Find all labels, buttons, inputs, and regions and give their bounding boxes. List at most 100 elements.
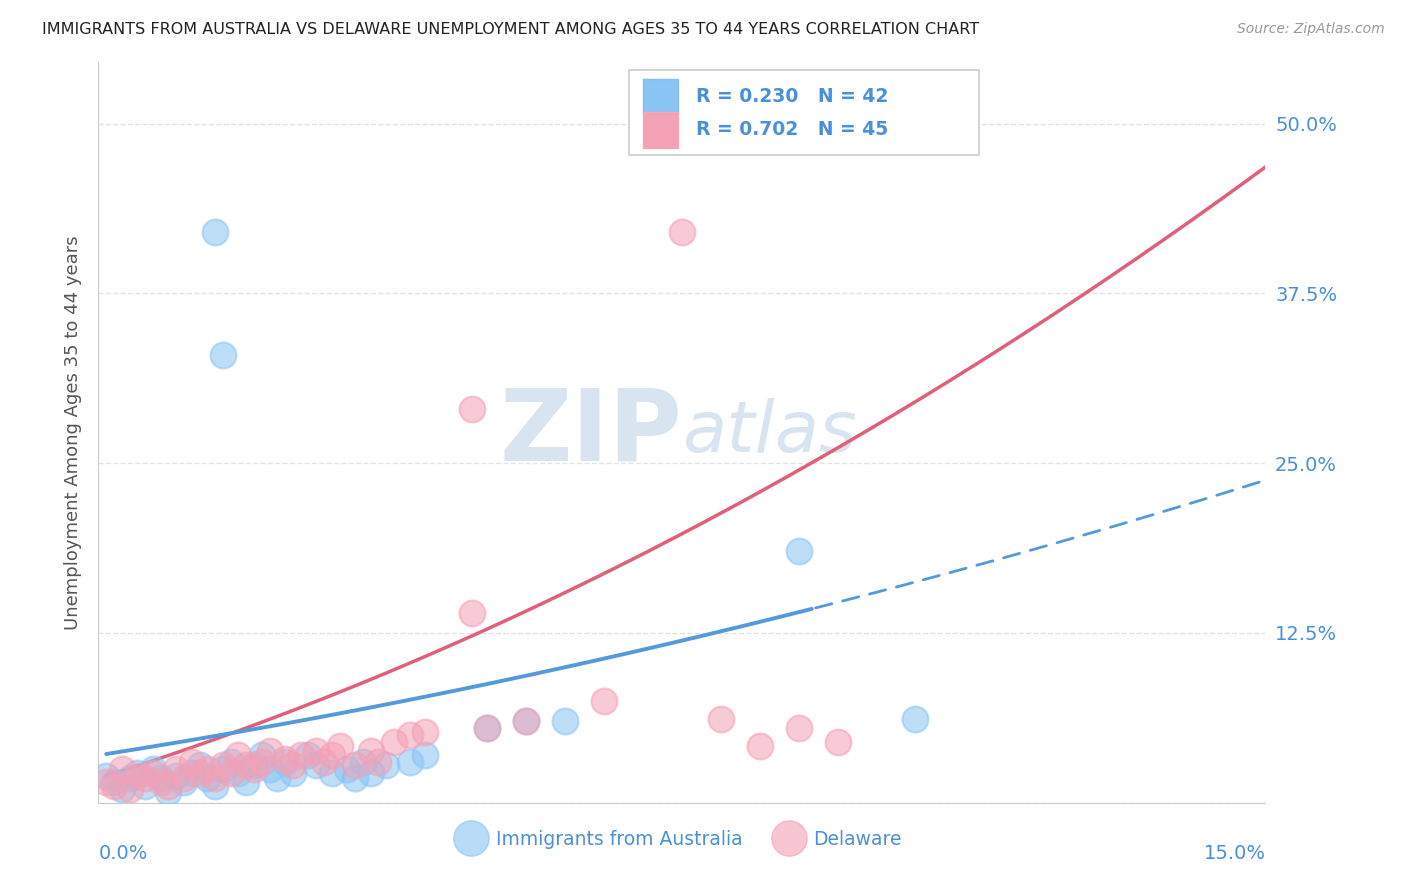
Point: [103, 775, 125, 789]
Point: [96, 775, 118, 789]
Point: [352, 755, 374, 769]
Point: [344, 757, 367, 772]
Point: [219, 765, 242, 780]
Point: [103, 780, 125, 794]
FancyBboxPatch shape: [630, 70, 980, 155]
Point: [259, 744, 281, 758]
Point: [787, 721, 810, 735]
Point: [134, 780, 156, 794]
Point: [195, 772, 218, 786]
Point: [305, 744, 328, 758]
Point: [259, 762, 281, 776]
Point: [180, 765, 202, 780]
Text: ZIP: ZIP: [499, 384, 682, 481]
Point: [149, 772, 172, 786]
Point: [142, 762, 165, 776]
Point: [710, 712, 733, 726]
Point: [398, 728, 420, 742]
Point: [212, 757, 235, 772]
Point: [554, 714, 576, 729]
Point: [228, 748, 250, 763]
Text: R = 0.702   N = 45: R = 0.702 N = 45: [696, 120, 889, 139]
Point: [274, 755, 297, 769]
Point: [477, 721, 499, 735]
Point: [413, 748, 436, 763]
FancyBboxPatch shape: [644, 78, 679, 114]
Point: [312, 755, 335, 769]
Point: [111, 762, 134, 776]
Point: [195, 762, 218, 776]
Point: [461, 606, 484, 620]
Point: [228, 765, 250, 780]
Point: [204, 780, 226, 794]
Point: [748, 739, 770, 753]
Point: [243, 762, 266, 776]
Point: [344, 772, 367, 786]
Point: [360, 744, 382, 758]
Point: [329, 739, 352, 753]
Text: atlas: atlas: [682, 398, 856, 467]
Point: [297, 748, 319, 763]
Point: [243, 757, 266, 772]
Point: [212, 347, 235, 361]
Point: [165, 769, 187, 783]
Point: [375, 757, 398, 772]
Point: [165, 762, 187, 776]
Point: [250, 748, 273, 763]
Point: [173, 772, 195, 786]
Point: [515, 714, 537, 729]
Point: [515, 714, 537, 729]
Point: [321, 748, 343, 763]
Point: [111, 782, 134, 797]
Point: [274, 752, 297, 766]
Text: Source: ZipAtlas.com: Source: ZipAtlas.com: [1237, 22, 1385, 37]
Text: 0.0%: 0.0%: [98, 844, 148, 863]
Point: [290, 748, 312, 763]
Point: [250, 755, 273, 769]
Point: [398, 755, 420, 769]
FancyBboxPatch shape: [644, 112, 679, 147]
Point: [827, 734, 849, 748]
Point: [173, 775, 195, 789]
Point: [266, 772, 288, 786]
Point: [904, 712, 927, 726]
Point: [180, 755, 202, 769]
Point: [382, 734, 405, 748]
Point: [134, 772, 156, 786]
Point: [219, 755, 242, 769]
Point: [235, 775, 257, 789]
Point: [96, 769, 118, 783]
Legend: Immigrants from Australia, Delaware: Immigrants from Australia, Delaware: [454, 822, 910, 856]
Point: [142, 765, 165, 780]
Point: [118, 782, 141, 797]
Text: R = 0.230   N = 42: R = 0.230 N = 42: [696, 87, 889, 106]
Point: [188, 765, 211, 780]
Point: [360, 765, 382, 780]
Point: [281, 757, 304, 772]
Point: [204, 772, 226, 786]
Point: [188, 757, 211, 772]
Point: [787, 544, 810, 558]
Point: [127, 765, 149, 780]
Point: [118, 772, 141, 786]
Point: [157, 780, 180, 794]
Point: [413, 725, 436, 739]
Text: 15.0%: 15.0%: [1204, 844, 1265, 863]
Point: [671, 225, 693, 239]
Point: [281, 765, 304, 780]
Point: [336, 762, 359, 776]
Point: [212, 762, 235, 776]
Text: IMMIGRANTS FROM AUSTRALIA VS DELAWARE UNEMPLOYMENT AMONG AGES 35 TO 44 YEARS COR: IMMIGRANTS FROM AUSTRALIA VS DELAWARE UN…: [42, 22, 980, 37]
Point: [593, 694, 616, 708]
Y-axis label: Unemployment Among Ages 35 to 44 years: Unemployment Among Ages 35 to 44 years: [63, 235, 82, 630]
Point: [477, 721, 499, 735]
Point: [149, 775, 172, 789]
Point: [321, 765, 343, 780]
Point: [461, 401, 484, 416]
Point: [157, 785, 180, 799]
Point: [235, 757, 257, 772]
Point: [204, 225, 226, 239]
Point: [127, 769, 149, 783]
Point: [367, 755, 389, 769]
Point: [305, 757, 328, 772]
